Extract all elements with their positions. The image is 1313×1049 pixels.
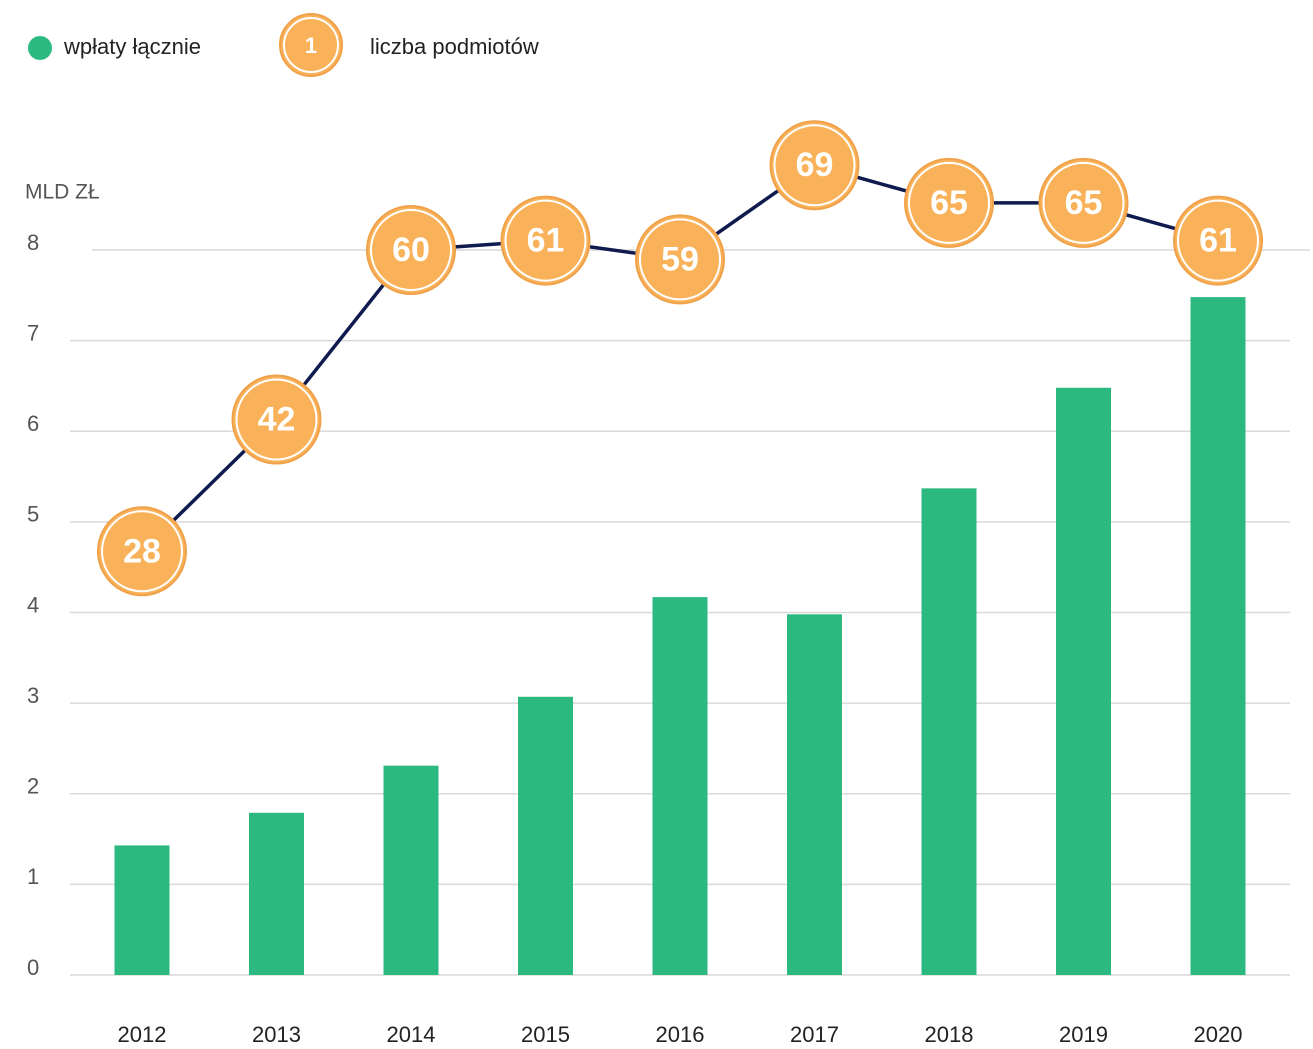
y-tick-label: 3 bbox=[27, 683, 39, 708]
x-tick-label: 2012 bbox=[118, 1022, 167, 1047]
line-marker: 65 bbox=[1038, 157, 1129, 248]
marker-ring bbox=[773, 124, 856, 207]
line-marker: 28 bbox=[97, 506, 187, 597]
marker-ring bbox=[283, 17, 339, 73]
bar bbox=[383, 765, 439, 975]
x-tick-label: 2013 bbox=[252, 1022, 301, 1047]
marker-ring bbox=[1042, 161, 1125, 244]
marker-circle bbox=[904, 157, 994, 248]
marker-label: 61 bbox=[527, 222, 565, 260]
marker-circle bbox=[279, 13, 343, 77]
bar bbox=[114, 845, 170, 975]
legend-marker: 1 bbox=[279, 13, 343, 77]
y-tick-label: 6 bbox=[27, 411, 39, 436]
marker-label: 61 bbox=[1199, 222, 1237, 260]
x-tick-label: 2018 bbox=[925, 1022, 974, 1047]
marker-ring bbox=[908, 161, 990, 244]
marker-label: 1 bbox=[305, 33, 317, 58]
y-tick-label: 7 bbox=[27, 320, 39, 345]
marker-circle bbox=[635, 214, 725, 305]
marker-circle bbox=[769, 120, 860, 211]
bar bbox=[1190, 297, 1246, 975]
line-marker: 69 bbox=[769, 120, 860, 211]
y-tick-label: 1 bbox=[27, 864, 39, 889]
marker-label: 69 bbox=[796, 146, 834, 184]
x-tick-label: 2020 bbox=[1194, 1022, 1243, 1047]
line-marker: 60 bbox=[366, 205, 456, 295]
y-tick-label: 0 bbox=[27, 955, 39, 980]
bar bbox=[787, 614, 842, 975]
marker-ring bbox=[639, 218, 721, 301]
legend-swatch bbox=[28, 36, 52, 60]
x-tick-label: 2015 bbox=[521, 1022, 570, 1047]
legend-label: wpłaty łącznie bbox=[63, 34, 201, 59]
bar bbox=[921, 488, 977, 975]
line-marker: 65 bbox=[904, 157, 994, 248]
x-tick-label: 2017 bbox=[790, 1022, 839, 1047]
marker-label: 65 bbox=[930, 184, 968, 222]
marker-ring bbox=[235, 378, 318, 461]
line-marker: 59 bbox=[635, 214, 725, 305]
marker-ring bbox=[1177, 199, 1259, 282]
y-axis-label: MLD ZŁ bbox=[25, 181, 100, 204]
marker-circle bbox=[1173, 195, 1263, 286]
marker-ring bbox=[370, 209, 452, 291]
marker-circle bbox=[366, 205, 456, 295]
bar bbox=[1056, 387, 1111, 975]
bar bbox=[518, 696, 573, 975]
line-marker: 42 bbox=[231, 374, 322, 465]
marker-label: 60 bbox=[392, 231, 430, 269]
legend-label: liczba podmiotów bbox=[370, 34, 539, 59]
marker-ring bbox=[101, 510, 183, 593]
marker-label: 42 bbox=[258, 400, 296, 438]
y-tick-label: 2 bbox=[27, 774, 39, 799]
y-tick-label: 8 bbox=[27, 230, 39, 255]
y-tick-label: 5 bbox=[27, 502, 39, 527]
bar bbox=[249, 812, 304, 975]
y-tick-label: 4 bbox=[27, 592, 39, 617]
marker-label: 59 bbox=[661, 240, 699, 278]
marker-circle bbox=[97, 506, 187, 597]
x-tick-label: 2019 bbox=[1059, 1022, 1108, 1047]
marker-circle bbox=[500, 195, 591, 286]
bar bbox=[652, 597, 708, 975]
marker-label: 65 bbox=[1065, 184, 1103, 222]
line-marker: 61 bbox=[500, 195, 591, 286]
x-tick-label: 2014 bbox=[387, 1022, 436, 1047]
line-marker: 61 bbox=[1173, 195, 1263, 286]
marker-circle bbox=[1038, 157, 1129, 248]
marker-label: 28 bbox=[123, 532, 161, 570]
marker-circle bbox=[231, 374, 322, 465]
x-tick-label: 2016 bbox=[656, 1022, 705, 1047]
marker-ring bbox=[504, 199, 587, 282]
